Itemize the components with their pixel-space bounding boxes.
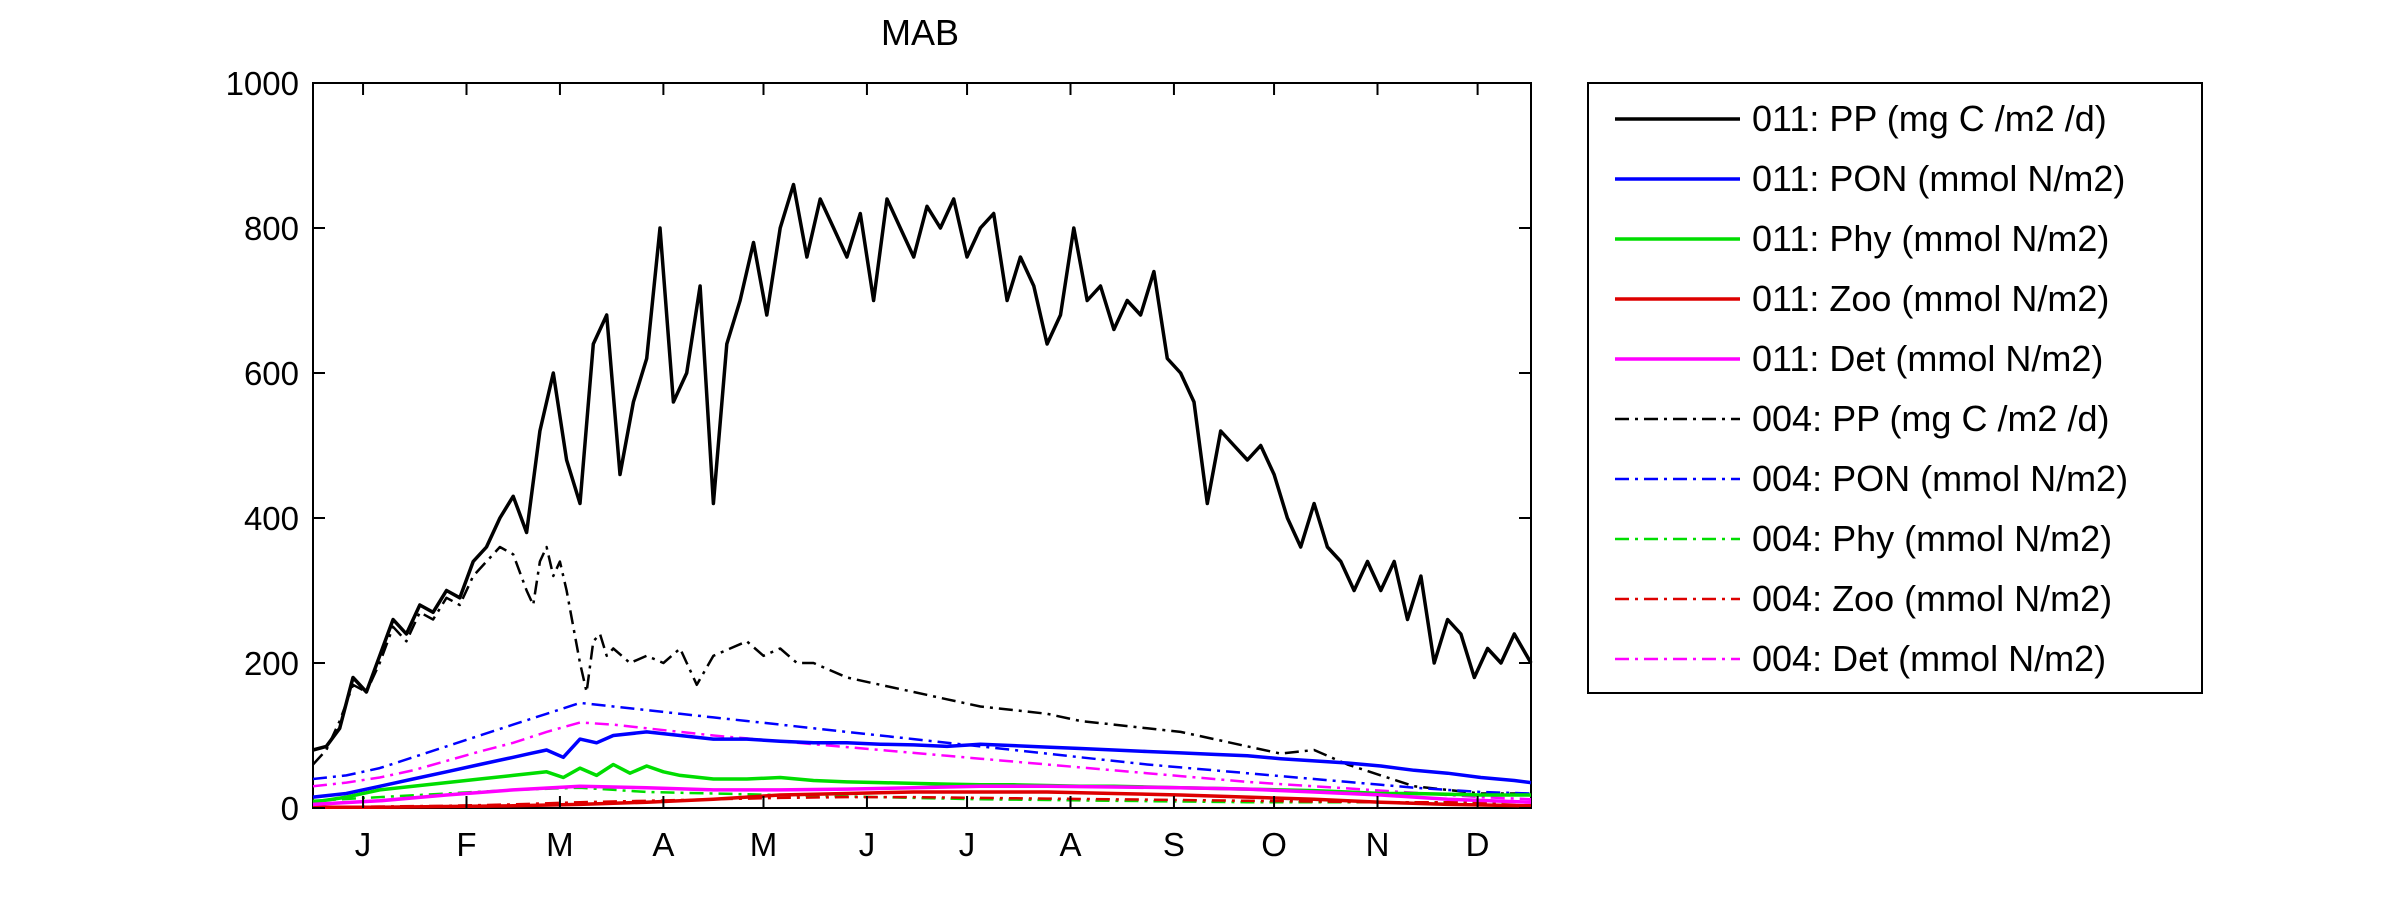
x-tick-label: F (456, 826, 476, 863)
series-line-5 (312, 784, 1532, 807)
legend-label-8: 004: Phy (mmol N/m2) (1752, 518, 2112, 559)
y-tick-label: 1000 (226, 65, 299, 102)
legend-label-3: 011: Phy (mmol N/m2) (1752, 218, 2109, 259)
series-line-4 (313, 790, 1532, 810)
legend-label-6: 004: PP (mg C /m2 /d) (1752, 398, 2109, 439)
legend-label-7: 004: PON (mmol N/m2) (1752, 458, 2128, 499)
x-tick-label: N (1366, 826, 1390, 863)
series-line-10 (312, 721, 1532, 801)
series-line-2 (312, 730, 1532, 799)
x-tick-label: J (859, 826, 876, 863)
x-tick-label: M (750, 826, 778, 863)
series-line-6 (312, 545, 1531, 795)
legend-label-4: 011: Zoo (mmol N/m2) (1752, 278, 2109, 319)
series-layer (312, 182, 1533, 810)
series-line-9 (312, 795, 1531, 809)
x-tick-label: J (355, 826, 372, 863)
legend-label-2: 011: PON (mmol N/m2) (1752, 158, 2125, 199)
chart-title: MAB (881, 12, 959, 53)
x-tick-label: M (546, 826, 574, 863)
legend-label-9: 004: Zoo (mmol N/m2) (1752, 578, 2112, 619)
x-tick-label: O (1261, 826, 1287, 863)
x-tick-label: A (652, 826, 674, 863)
y-tick-label: 0 (281, 790, 299, 827)
series-line-7 (312, 701, 1532, 795)
legend-box (1587, 82, 2203, 694)
x-tick-label: J (959, 826, 976, 863)
y-tick-label: 600 (244, 355, 299, 392)
y-tick-label: 400 (244, 500, 299, 537)
series-line-1 (312, 182, 1533, 752)
y-tick-label: 800 (244, 210, 299, 247)
legend-label-1: 011: PP (mg C /m2 /d) (1752, 98, 2107, 139)
legend-label-10: 004: Det (mmol N/m2) (1752, 638, 2106, 679)
x-tick-label: D (1466, 826, 1490, 863)
legend: 011: PP (mg C /m2 /d) 011: PON (mmol N/m2… (1615, 98, 2128, 679)
axis-layer: 0 200 400 600 800 1000 J F M A M J J A S O N D (226, 65, 1531, 863)
x-tick-label: A (1059, 826, 1081, 863)
plot-area (312, 82, 1532, 809)
x-tick-label: S (1163, 826, 1185, 863)
y-tick-label: 200 (244, 645, 299, 682)
legend-label-5: 011: Det (mmol N/m2) (1752, 338, 2103, 379)
